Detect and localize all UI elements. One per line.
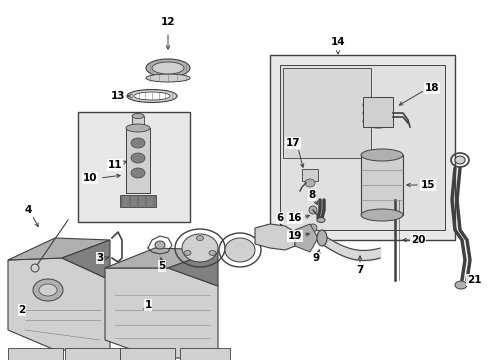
Ellipse shape (183, 251, 191, 256)
Text: 11: 11 (107, 160, 122, 170)
Ellipse shape (196, 235, 203, 240)
Text: 7: 7 (356, 265, 363, 275)
Text: 16: 16 (287, 213, 302, 223)
Bar (180, 348, 229, 360)
Text: 17: 17 (285, 138, 300, 148)
Polygon shape (294, 224, 317, 252)
Bar (132, 116, 143, 130)
Bar (302, 169, 317, 181)
Text: 15: 15 (420, 180, 434, 190)
Bar (280, 65, 444, 230)
Polygon shape (105, 248, 218, 268)
Polygon shape (254, 224, 294, 250)
Ellipse shape (127, 90, 177, 103)
Text: 6: 6 (276, 213, 283, 223)
Ellipse shape (152, 62, 183, 74)
Text: 3: 3 (96, 253, 103, 263)
Text: 13: 13 (110, 91, 125, 101)
Bar (8, 348, 63, 360)
Ellipse shape (33, 279, 63, 301)
Ellipse shape (308, 206, 316, 214)
Text: 14: 14 (330, 37, 345, 47)
Ellipse shape (155, 241, 164, 249)
Text: 4: 4 (24, 205, 32, 215)
Ellipse shape (134, 92, 170, 100)
Ellipse shape (132, 113, 143, 118)
Ellipse shape (31, 264, 39, 272)
Bar (283, 68, 370, 158)
Polygon shape (8, 238, 110, 260)
Ellipse shape (208, 251, 216, 256)
Polygon shape (168, 250, 218, 286)
Text: 21: 21 (466, 275, 480, 285)
Text: 9: 9 (312, 253, 319, 263)
Bar (269, 55, 454, 240)
Text: 20: 20 (410, 235, 425, 245)
Ellipse shape (39, 284, 57, 296)
Ellipse shape (126, 124, 150, 132)
Text: 10: 10 (82, 173, 97, 183)
Ellipse shape (360, 149, 402, 161)
Ellipse shape (131, 168, 145, 178)
Ellipse shape (305, 179, 314, 187)
Bar (362, 97, 392, 127)
Ellipse shape (454, 281, 466, 289)
Text: 19: 19 (287, 231, 302, 241)
Bar (360, 155, 402, 215)
Ellipse shape (182, 234, 218, 262)
Ellipse shape (146, 74, 190, 82)
Bar (65, 348, 120, 360)
Ellipse shape (308, 224, 316, 232)
Text: 1: 1 (144, 300, 151, 310)
Ellipse shape (224, 238, 254, 262)
Polygon shape (105, 268, 218, 358)
Ellipse shape (316, 230, 326, 246)
Ellipse shape (146, 59, 190, 77)
Text: 2: 2 (19, 305, 25, 315)
Ellipse shape (316, 217, 325, 222)
Text: 5: 5 (158, 261, 165, 271)
Bar (78, 112, 190, 222)
Ellipse shape (131, 153, 145, 163)
Ellipse shape (131, 138, 145, 148)
Ellipse shape (360, 209, 402, 221)
Text: 18: 18 (424, 83, 438, 93)
Bar (120, 348, 175, 360)
Polygon shape (62, 240, 110, 280)
Text: 8: 8 (308, 190, 315, 200)
Ellipse shape (454, 156, 464, 164)
Polygon shape (8, 258, 110, 350)
Bar (126, 128, 150, 193)
Text: 12: 12 (161, 17, 175, 27)
Bar (120, 195, 156, 207)
